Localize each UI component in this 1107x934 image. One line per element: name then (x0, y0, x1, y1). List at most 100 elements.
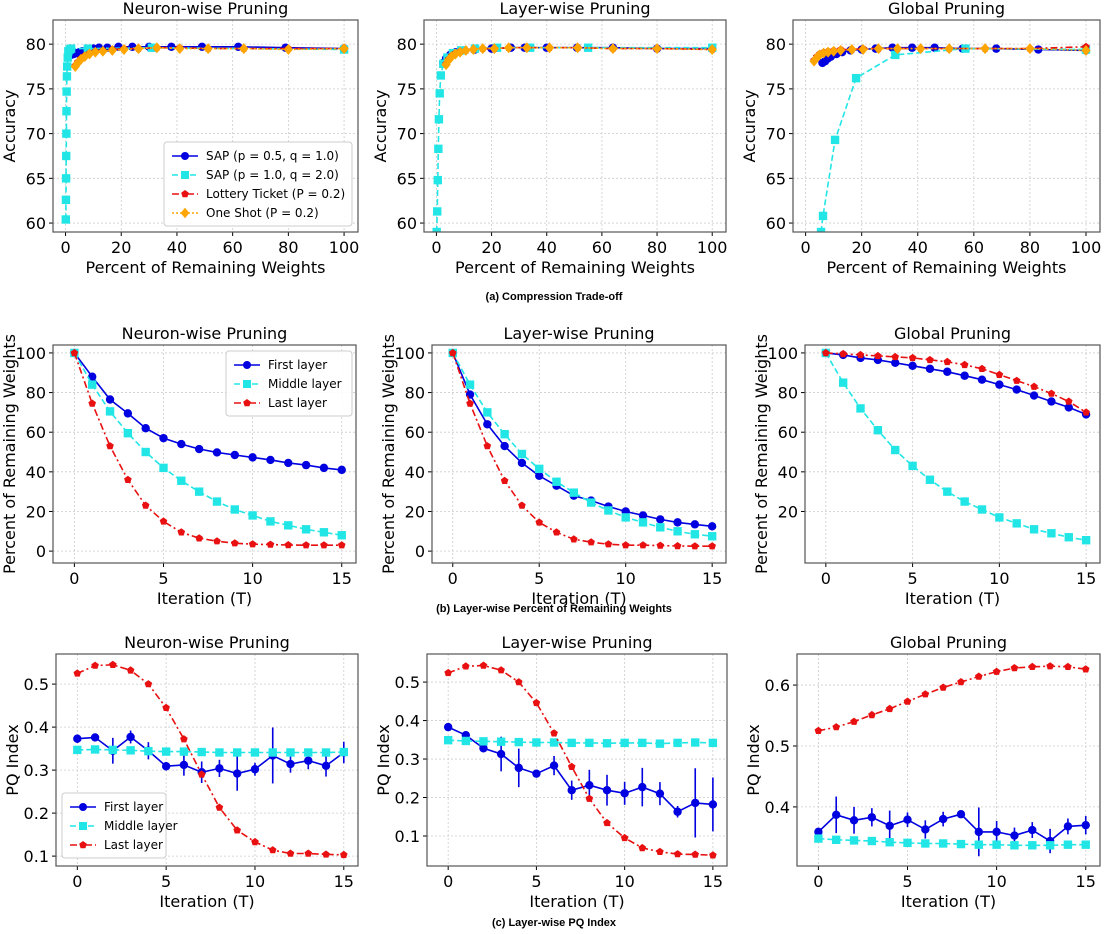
data-point (1063, 840, 1073, 849)
series-diamond-3 (809, 43, 1091, 67)
x-tick-label: 5 (902, 872, 912, 891)
y-tick-label: 20 (26, 502, 46, 521)
plot-area (443, 661, 718, 859)
data-point (1012, 385, 1021, 394)
data-point (167, 42, 176, 52)
x-tick-label: 100 (697, 238, 728, 257)
data-point (535, 518, 543, 526)
y-tick-label: 0 (36, 542, 46, 561)
y-tick-label: 0.2 (24, 804, 49, 823)
data-point (88, 372, 97, 381)
data-point (159, 517, 168, 525)
data-point (960, 360, 969, 369)
data-point (620, 738, 629, 748)
subplot-title: Layer-wise Pruning (499, 0, 650, 18)
data-point (818, 211, 828, 221)
data-point (126, 666, 135, 674)
data-point (79, 841, 87, 849)
data-point (448, 348, 457, 357)
data-point (70, 61, 80, 72)
plot-area (821, 348, 1091, 545)
data-point (620, 789, 629, 798)
legend-label: Last layer (104, 838, 163, 852)
data-point (304, 849, 313, 857)
y-tick-label: 70 (397, 125, 417, 144)
series-line (820, 47, 1087, 232)
data-point (177, 439, 186, 449)
data-point (960, 371, 969, 380)
y-tick-label: 0 (415, 542, 425, 561)
x-axis-label: Percent of Remaining Weights (455, 258, 695, 277)
data-point (816, 227, 826, 232)
data-point (585, 738, 594, 748)
data-point (70, 348, 79, 357)
x-tick-label: 5 (158, 569, 168, 588)
plot-area (432, 42, 717, 232)
x-tick-label: 10 (614, 872, 634, 891)
data-point (73, 745, 82, 755)
data-point (1028, 662, 1037, 670)
data-point (514, 763, 523, 773)
data-point (891, 352, 899, 361)
y-axis-label: Percent of Remaining Weights (0, 334, 19, 574)
data-point (849, 836, 859, 845)
data-point (549, 761, 559, 770)
legend-label: First layer (268, 358, 327, 372)
x-tick-label: 15 (1076, 569, 1096, 588)
data-point (304, 748, 313, 757)
data-point (938, 839, 948, 848)
data-point (943, 487, 952, 496)
data-point (203, 43, 213, 55)
data-point (567, 762, 576, 770)
subplot-title: Layer-wise Pruning (501, 633, 652, 652)
legend-item: SAP (p = 0.5, q = 1.0) (172, 149, 339, 163)
legend-label: Middle layer (268, 377, 342, 391)
series-pentagon-2 (444, 661, 717, 859)
data-point (79, 822, 87, 830)
data-point (123, 428, 133, 438)
data-point (455, 46, 465, 58)
legend-item: SAP (p = 1.0, q = 2.0) (172, 168, 339, 182)
data-point (532, 769, 541, 778)
series-line (435, 46, 713, 232)
data-point (673, 807, 682, 816)
y-tick-label: 40 (405, 463, 425, 482)
data-point (177, 476, 186, 485)
data-point (73, 734, 82, 743)
y-tick-label: 70 (766, 125, 786, 144)
subplot-title: Neuron-wise Pruning (123, 0, 289, 18)
x-axis-label: Iteration (T) (159, 892, 254, 911)
data-point (655, 739, 665, 748)
data-point (301, 525, 311, 534)
data-point (181, 171, 189, 179)
data-point (708, 738, 718, 748)
data-point (286, 759, 295, 769)
series-square-1 (821, 348, 1091, 545)
data-point (550, 729, 558, 737)
data-point (268, 846, 277, 854)
data-point (268, 748, 277, 757)
data-point (586, 498, 596, 507)
x-tick-label: 20 (111, 238, 131, 257)
y-tick-label: 0.1 (24, 847, 49, 866)
y-tick-label: 40 (26, 463, 46, 482)
axes-frame (431, 344, 727, 564)
data-point (823, 46, 833, 58)
data-point (885, 838, 894, 847)
series-pentagon-2 (448, 348, 716, 550)
x-tick-label: 0 (431, 238, 441, 257)
x-axis-label: Percent of Remaining Weights (827, 258, 1067, 277)
x-tick-label: 40 (537, 238, 557, 257)
data-point (544, 42, 555, 54)
x-tick-label: 10 (986, 872, 1006, 891)
data-point (690, 520, 700, 529)
axes-frame (426, 653, 728, 867)
series-line (452, 352, 713, 548)
data-point (891, 445, 900, 455)
data-point (532, 698, 541, 707)
data-point (243, 380, 251, 388)
data-point (105, 395, 115, 404)
y-tick-label: 60 (778, 423, 798, 442)
data-point (1081, 44, 1091, 56)
data-point (88, 399, 96, 407)
